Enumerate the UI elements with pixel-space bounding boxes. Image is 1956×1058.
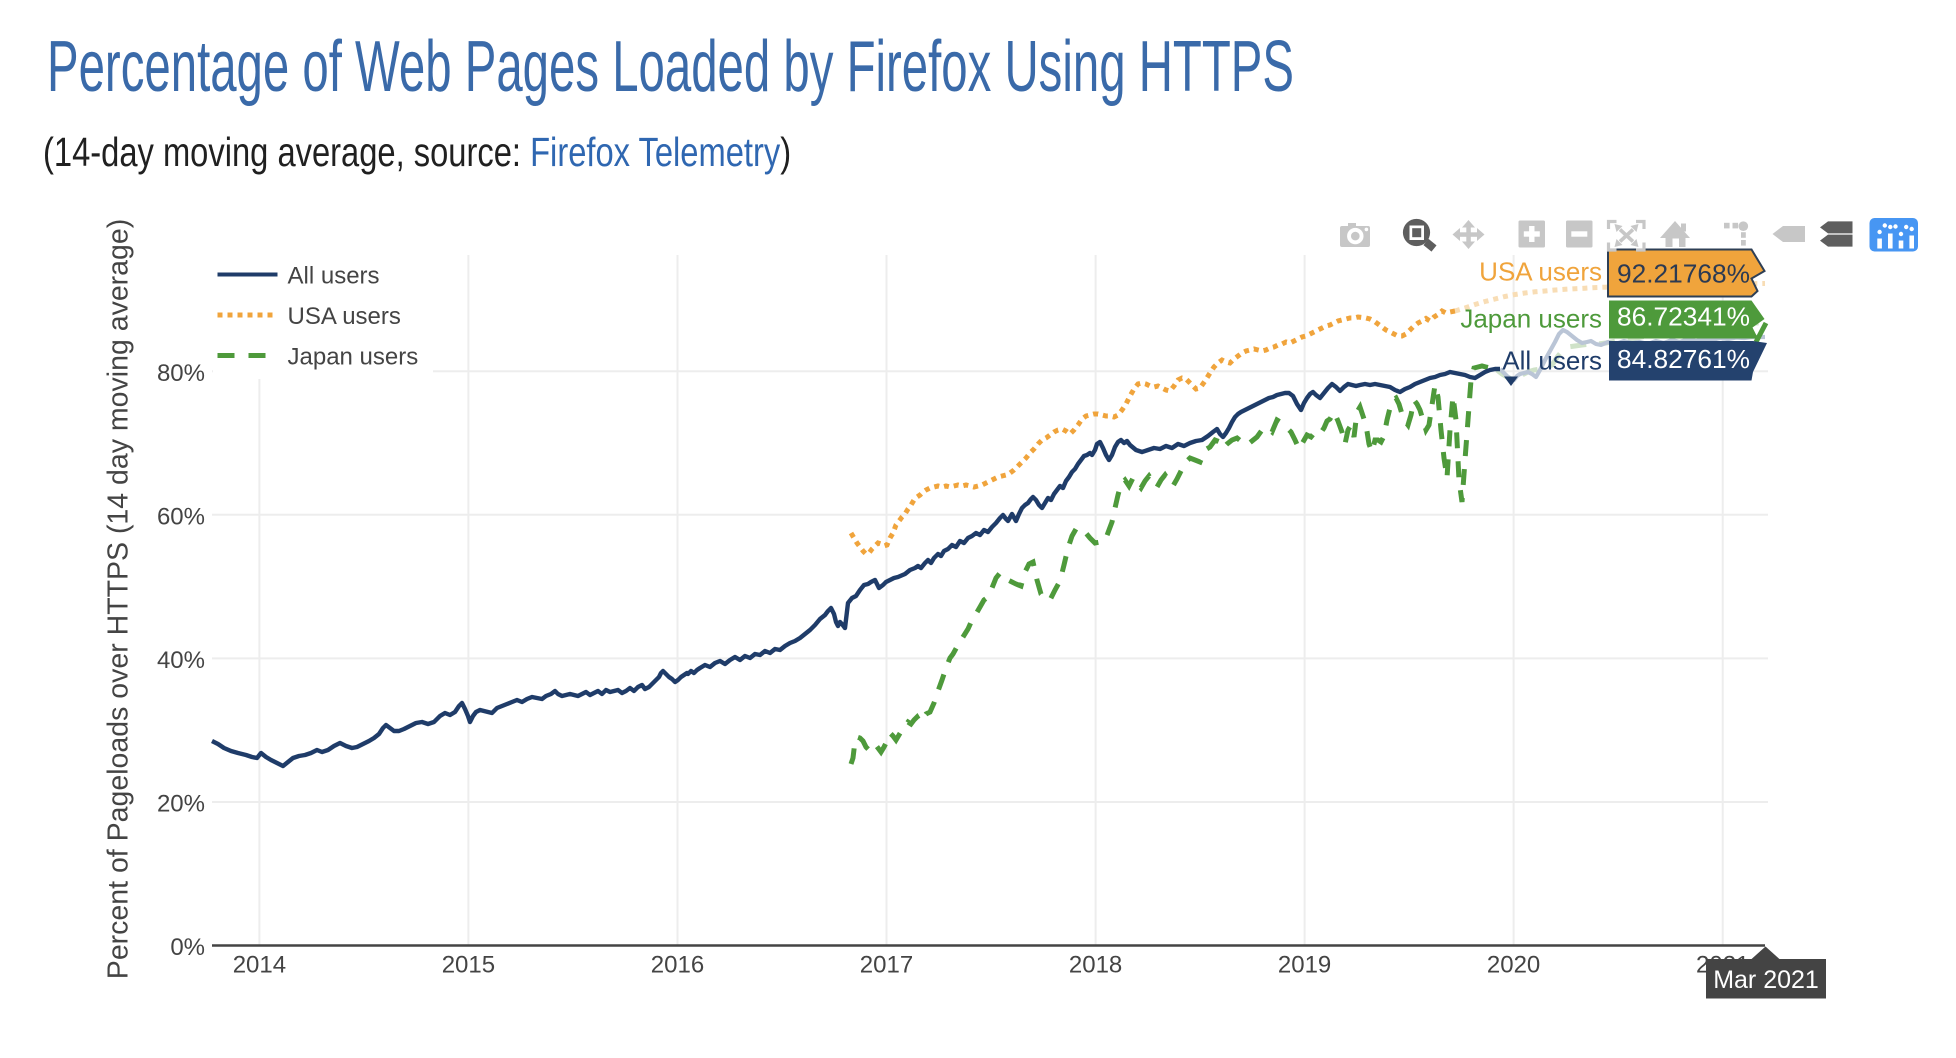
svg-text:84.82761%: 84.82761% [1617,344,1750,374]
svg-text:40%: 40% [157,647,205,674]
svg-text:All users: All users [1502,346,1602,376]
svg-text:86.72341%: 86.72341% [1617,302,1750,332]
svg-text:20%: 20% [157,791,205,818]
svg-text:USA users: USA users [288,303,401,330]
svg-text:Japan users: Japan users [1460,304,1602,334]
svg-text:2020: 2020 [1487,952,1540,979]
svg-text:Percent of Pageloads over HTTP: Percent of Pageloads over HTTPS (14 day … [103,219,135,979]
svg-text:All users: All users [288,263,380,290]
svg-text:0%: 0% [170,934,205,961]
svg-text:2019: 2019 [1278,952,1331,979]
svg-text:USA users: USA users [1479,257,1602,287]
svg-text:Japan users: Japan users [288,344,419,371]
svg-text:2015: 2015 [442,952,495,979]
svg-text:60%: 60% [157,503,205,530]
svg-text:Mar 2021: Mar 2021 [1713,966,1819,994]
svg-text:2014: 2014 [233,952,286,979]
svg-text:2017: 2017 [860,952,913,979]
svg-text:80%: 80% [157,360,205,387]
svg-text:2016: 2016 [651,952,704,979]
svg-text:2018: 2018 [1069,952,1122,979]
svg-text:92.21768%: 92.21768% [1617,259,1750,289]
